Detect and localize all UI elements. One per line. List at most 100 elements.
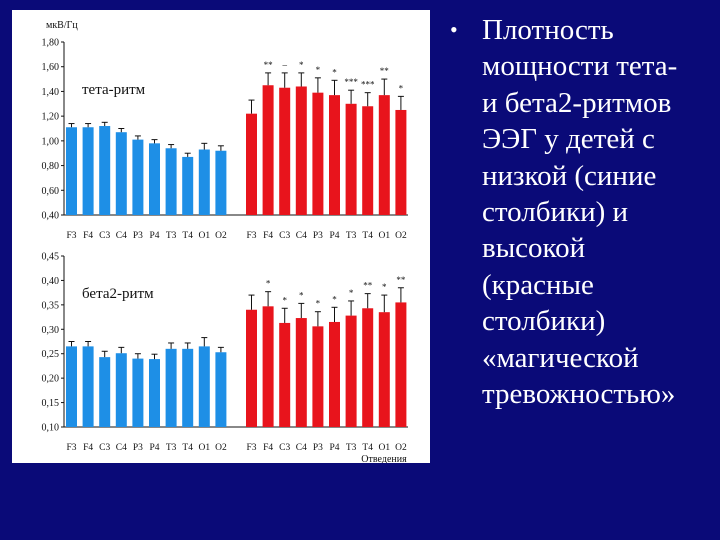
category-label: F3 xyxy=(66,231,76,241)
significance-mark: * xyxy=(332,294,337,304)
y-tick-label: 1,60 xyxy=(42,62,60,73)
category-label: F4 xyxy=(83,443,93,453)
bar xyxy=(329,321,340,427)
significance-mark: * xyxy=(382,282,387,292)
category-label: O2 xyxy=(215,443,227,453)
category-label: O2 xyxy=(395,231,407,241)
significance-mark: * xyxy=(266,279,271,289)
category-label: C3 xyxy=(99,443,110,453)
bar xyxy=(66,127,77,215)
y-tick-label: 0,15 xyxy=(42,398,60,409)
y-tick-label: 0,10 xyxy=(42,423,60,434)
bar xyxy=(345,103,357,215)
significance-mark: * xyxy=(316,299,321,309)
category-label: O2 xyxy=(395,443,407,453)
bar xyxy=(132,358,144,427)
bar xyxy=(182,348,194,427)
category-label: C4 xyxy=(116,443,127,453)
category-label: T4 xyxy=(182,443,193,453)
chart-title: тета-ритм xyxy=(82,82,146,98)
category-label: O2 xyxy=(215,231,227,241)
bar xyxy=(279,87,291,215)
category-label: F3 xyxy=(246,443,256,453)
bar xyxy=(329,95,340,215)
chart-panel: 0,40 0,60 0,80 1,00 1,20 1,40 1,60 1,80 тета-рит… xyxy=(12,10,430,463)
category-label: P4 xyxy=(329,443,339,453)
y-tick-label: 1,40 xyxy=(42,87,60,98)
category-label: C4 xyxy=(296,231,307,241)
bar xyxy=(395,109,407,215)
chart-svg: 0,40 0,60 0,80 1,00 1,20 1,40 1,60 1,80 тета-рит… xyxy=(42,20,408,463)
category-label: P3 xyxy=(313,231,323,241)
category-label: T4 xyxy=(362,231,373,241)
bar xyxy=(395,302,407,427)
bar xyxy=(132,139,144,215)
y-tick-label: 0,40 xyxy=(42,276,60,287)
significance-mark: * xyxy=(332,67,337,77)
category-label: F3 xyxy=(66,443,76,453)
bar xyxy=(378,95,390,215)
category-label: T4 xyxy=(182,231,193,241)
y-tick-label: 0,30 xyxy=(42,325,60,336)
category-label: C3 xyxy=(279,443,290,453)
bar xyxy=(215,352,227,427)
bar xyxy=(198,149,210,215)
significance-mark: * xyxy=(316,65,321,75)
significance-mark: * xyxy=(349,288,354,298)
bar xyxy=(295,86,307,215)
y-tick-label: 0,40 xyxy=(42,211,60,222)
significance-mark: – xyxy=(281,60,287,70)
bar xyxy=(262,85,274,215)
y-tick-label: 0,35 xyxy=(42,300,60,311)
significance-mark: * xyxy=(299,290,304,300)
bar xyxy=(378,312,390,427)
slide-bullet-text: • Плотность мощности тета- и бета2-ритмо… xyxy=(450,12,712,412)
y-tick-label: 1,20 xyxy=(42,112,60,123)
bar xyxy=(198,346,210,427)
chart-title: бета2-ритм xyxy=(82,286,154,302)
category-label: T3 xyxy=(346,443,357,453)
bar xyxy=(182,156,194,215)
significance-mark: ** xyxy=(363,281,373,291)
significance-mark: * xyxy=(299,60,304,70)
category-label: P3 xyxy=(313,443,323,453)
category-label: C4 xyxy=(116,231,127,241)
category-label: F4 xyxy=(263,231,273,241)
bar xyxy=(215,150,227,215)
bar xyxy=(99,357,111,427)
bar xyxy=(312,92,324,215)
bar xyxy=(165,348,177,427)
significance-mark: ** xyxy=(396,275,406,285)
category-label: F4 xyxy=(83,231,93,241)
bar xyxy=(66,346,77,427)
category-label: T3 xyxy=(346,231,357,241)
y-tick-label: 0,25 xyxy=(42,349,60,360)
bar xyxy=(295,318,307,427)
category-label: C3 xyxy=(99,231,110,241)
category-label: P3 xyxy=(133,231,143,241)
category-label: P4 xyxy=(149,231,159,241)
y-tick-label: 0,60 xyxy=(42,186,60,197)
y-tick-label: 0,80 xyxy=(42,161,60,172)
bar xyxy=(345,315,357,427)
category-label: O1 xyxy=(378,231,390,241)
bar xyxy=(82,127,94,215)
category-label: P4 xyxy=(149,443,159,453)
bar xyxy=(246,113,257,215)
bar xyxy=(82,346,94,427)
significance-mark: * xyxy=(282,295,287,305)
bar xyxy=(279,322,291,427)
bar xyxy=(99,126,111,215)
significance-mark: ** xyxy=(380,66,390,76)
bar xyxy=(115,353,127,427)
category-label: T4 xyxy=(362,443,373,453)
bar xyxy=(262,306,274,427)
category-label: F4 xyxy=(263,443,273,453)
y-tick-label: 1,00 xyxy=(42,136,60,147)
category-label: T3 xyxy=(166,443,177,453)
bar xyxy=(149,359,160,427)
bullet-marker: • xyxy=(450,17,458,42)
y-axis-label: мкВ/Гц xyxy=(46,20,78,31)
bar xyxy=(362,308,374,427)
y-tick-label: 0,45 xyxy=(42,252,60,263)
